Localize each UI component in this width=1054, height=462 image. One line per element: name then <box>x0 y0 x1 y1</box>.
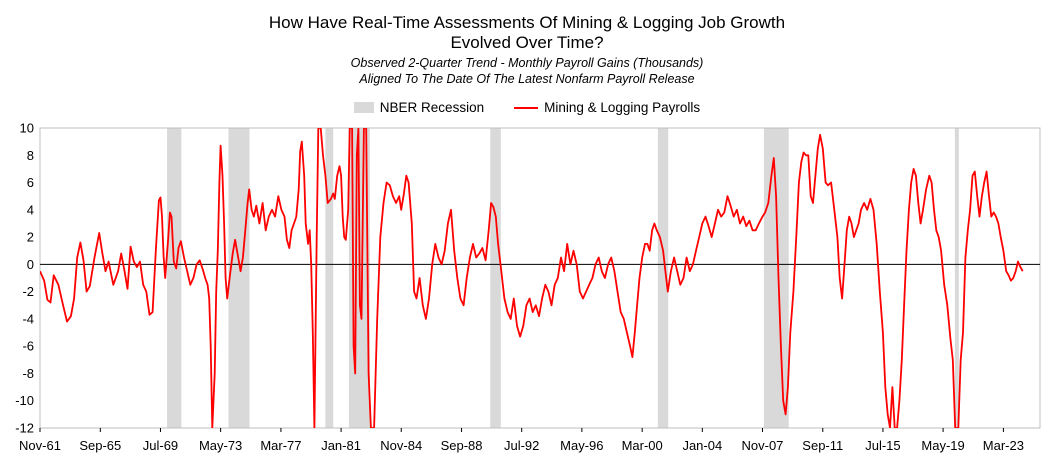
x-tick-label: Jan-04 <box>682 438 722 453</box>
chart-title-line2: Evolved Over Time? <box>450 33 604 52</box>
chart-legend: NBER Recession Mining & Logging Payrolls <box>0 100 1054 115</box>
chart-subtitle-line1: Observed 2-Quarter Trend - Monthly Payro… <box>350 56 704 70</box>
x-tick-label: Mar-00 <box>622 438 663 453</box>
x-tick-label: Mar-77 <box>260 438 301 453</box>
y-tick-label: -2 <box>22 284 34 299</box>
legend-item-recession: NBER Recession <box>353 100 485 115</box>
y-tick-label: 4 <box>27 202 34 217</box>
series-line <box>40 128 1024 428</box>
x-tick-label: Nov-61 <box>19 438 61 453</box>
recession-bands <box>167 128 959 428</box>
x-tick-label: Jan-81 <box>321 438 361 453</box>
chart-subtitle-line2: Aligned To The Date Of The Latest Nonfar… <box>359 72 695 86</box>
series-layer <box>40 128 1024 428</box>
x-tick-label: Sep-11 <box>802 438 843 453</box>
y-tick-label: -8 <box>22 366 34 381</box>
series-swatch <box>514 106 539 109</box>
y-tick-label: 10 <box>20 121 34 136</box>
x-tick-label: Nov-84 <box>380 438 422 453</box>
legend-label-series: Mining & Logging Payrolls <box>544 100 701 115</box>
x-tick-label: Sep-65 <box>79 438 121 453</box>
recession-band <box>167 128 182 428</box>
legend-label-recession: NBER Recession <box>379 100 485 115</box>
y-tick-label: -10 <box>15 393 34 408</box>
plot-border <box>39 127 1041 429</box>
y-tick-label: -12 <box>15 421 34 436</box>
x-tick-label: Jul-69 <box>143 438 178 453</box>
y-tick-label: 8 <box>27 148 34 163</box>
recession-swatch <box>353 102 374 113</box>
y-tick-label: 0 <box>27 257 34 272</box>
x-tick-label: Sep-88 <box>441 438 483 453</box>
recession-band <box>490 128 501 428</box>
recession-band <box>325 128 334 428</box>
x-tick-label: Jul-15 <box>865 438 900 453</box>
recession-band <box>657 128 669 428</box>
recession-band <box>228 128 250 428</box>
x-tick-label: May-19 <box>921 438 964 453</box>
y-tick-label: 6 <box>27 175 34 190</box>
recession-band <box>763 128 789 428</box>
axes <box>39 127 1041 432</box>
x-tick-label: Nov-07 <box>742 438 784 453</box>
x-tick-label: Jul-92 <box>504 438 539 453</box>
y-tick-label: -4 <box>22 311 34 326</box>
y-tick-label: -6 <box>22 339 34 354</box>
x-tick-label: Mar-23 <box>983 438 1024 453</box>
chart-title-line1: How Have Real-Time Assessments Of Mining… <box>268 13 786 32</box>
x-tick-label: May-73 <box>199 438 242 453</box>
x-tick-label: May-96 <box>560 438 603 453</box>
y-tick-label: 2 <box>27 230 34 245</box>
tick-labels: 10 8 6 4 2 0 -2 -4 -6 -8 -10 -12 Nov-61 Sep-65 Jul-69 M… <box>15 121 1024 454</box>
recession-band <box>954 128 959 428</box>
legend-item-series: Mining & Logging Payrolls <box>514 100 700 115</box>
